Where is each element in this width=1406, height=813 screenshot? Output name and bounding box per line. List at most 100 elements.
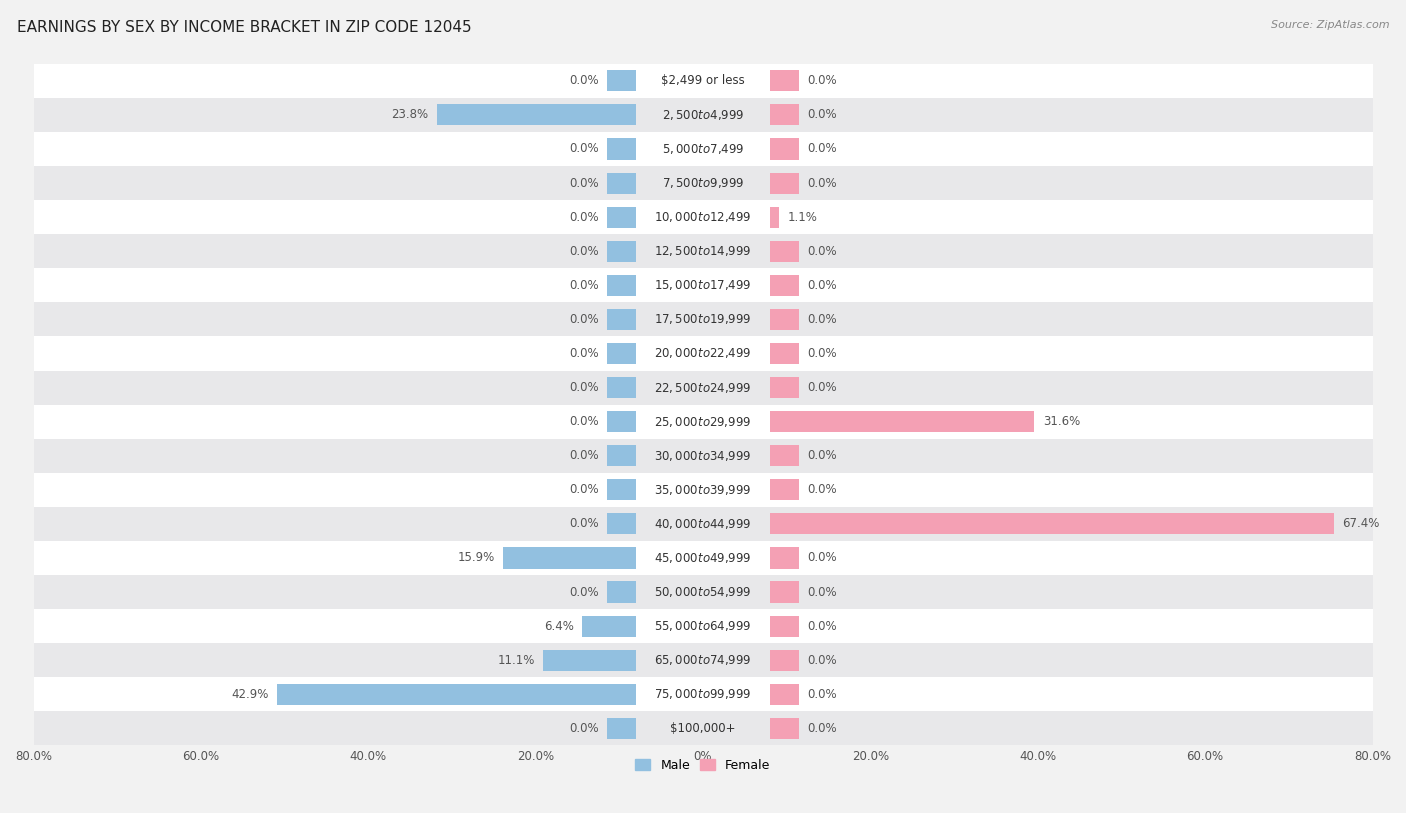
Text: 0.0%: 0.0% <box>807 450 837 463</box>
Bar <box>34 234 1372 268</box>
Text: 31.6%: 31.6% <box>1043 415 1080 428</box>
Text: 0.0%: 0.0% <box>569 381 599 394</box>
Bar <box>607 718 636 739</box>
Text: $50,000 to $54,999: $50,000 to $54,999 <box>654 585 752 599</box>
Bar <box>503 547 636 568</box>
Bar <box>607 581 636 602</box>
Bar <box>34 200 1372 234</box>
Bar <box>607 377 636 398</box>
Bar <box>34 506 1372 541</box>
Text: 0.0%: 0.0% <box>807 279 837 292</box>
Text: 0.0%: 0.0% <box>807 176 837 189</box>
Bar <box>607 138 636 159</box>
Bar <box>34 609 1372 643</box>
Text: 0.0%: 0.0% <box>807 142 837 155</box>
Text: 0.0%: 0.0% <box>569 517 599 530</box>
Text: 0.0%: 0.0% <box>569 313 599 326</box>
Text: Source: ZipAtlas.com: Source: ZipAtlas.com <box>1271 20 1389 30</box>
Bar <box>770 377 799 398</box>
Text: 0.0%: 0.0% <box>807 108 837 121</box>
Bar <box>607 446 636 467</box>
Bar <box>34 98 1372 132</box>
Text: $20,000 to $22,499: $20,000 to $22,499 <box>654 346 752 360</box>
Text: $10,000 to $12,499: $10,000 to $12,499 <box>654 210 752 224</box>
Text: 23.8%: 23.8% <box>391 108 429 121</box>
Bar <box>34 711 1372 746</box>
Text: EARNINGS BY SEX BY INCOME BRACKET IN ZIP CODE 12045: EARNINGS BY SEX BY INCOME BRACKET IN ZIP… <box>17 20 471 35</box>
Bar <box>582 615 636 637</box>
Bar <box>770 479 799 500</box>
Bar <box>770 581 799 602</box>
Bar <box>770 241 799 262</box>
Bar <box>607 172 636 193</box>
Text: $15,000 to $17,499: $15,000 to $17,499 <box>654 278 752 293</box>
Bar <box>34 473 1372 506</box>
Bar <box>770 275 799 296</box>
Text: 0.0%: 0.0% <box>569 176 599 189</box>
Text: 0.0%: 0.0% <box>569 722 599 735</box>
Text: $7,500 to $9,999: $7,500 to $9,999 <box>662 176 744 190</box>
Text: 0.0%: 0.0% <box>807 347 837 360</box>
Text: 0.0%: 0.0% <box>807 585 837 598</box>
Text: $45,000 to $49,999: $45,000 to $49,999 <box>654 551 752 565</box>
Text: $22,500 to $24,999: $22,500 to $24,999 <box>654 380 752 394</box>
Text: $35,000 to $39,999: $35,000 to $39,999 <box>654 483 752 497</box>
Text: $65,000 to $74,999: $65,000 to $74,999 <box>654 653 752 667</box>
Bar <box>607 275 636 296</box>
Text: 0.0%: 0.0% <box>569 483 599 496</box>
Text: $2,499 or less: $2,499 or less <box>661 74 745 87</box>
Text: 0.0%: 0.0% <box>807 722 837 735</box>
Bar <box>607 70 636 91</box>
Bar <box>437 104 636 125</box>
Bar <box>34 643 1372 677</box>
Text: $17,500 to $19,999: $17,500 to $19,999 <box>654 312 752 326</box>
Legend: Male, Female: Male, Female <box>630 754 776 776</box>
Text: 0.0%: 0.0% <box>807 551 837 564</box>
Text: $30,000 to $34,999: $30,000 to $34,999 <box>654 449 752 463</box>
Bar <box>607 411 636 433</box>
Bar <box>770 411 1035 433</box>
Text: 0.0%: 0.0% <box>569 245 599 258</box>
Text: $100,000+: $100,000+ <box>671 722 735 735</box>
Text: $2,500 to $4,999: $2,500 to $4,999 <box>662 108 744 122</box>
Text: 6.4%: 6.4% <box>544 620 574 633</box>
Bar <box>34 132 1372 166</box>
Bar <box>770 650 799 671</box>
Bar <box>770 104 799 125</box>
Text: 42.9%: 42.9% <box>231 688 269 701</box>
Bar <box>770 138 799 159</box>
Bar <box>607 309 636 330</box>
Bar <box>34 575 1372 609</box>
Text: 0.0%: 0.0% <box>569 415 599 428</box>
Bar <box>34 302 1372 337</box>
Bar <box>770 70 799 91</box>
Text: 0.0%: 0.0% <box>569 211 599 224</box>
Text: 67.4%: 67.4% <box>1343 517 1379 530</box>
Bar <box>34 166 1372 200</box>
Bar <box>34 405 1372 439</box>
Bar <box>770 684 799 705</box>
Bar <box>770 309 799 330</box>
Text: 0.0%: 0.0% <box>807 313 837 326</box>
Bar <box>607 207 636 228</box>
Bar <box>34 677 1372 711</box>
Bar <box>277 684 636 705</box>
Text: 0.0%: 0.0% <box>569 279 599 292</box>
Bar <box>34 371 1372 405</box>
Bar <box>770 207 779 228</box>
Bar <box>34 337 1372 371</box>
Text: 0.0%: 0.0% <box>807 620 837 633</box>
Bar <box>770 547 799 568</box>
Bar <box>607 513 636 534</box>
Text: $75,000 to $99,999: $75,000 to $99,999 <box>654 687 752 702</box>
Text: 0.0%: 0.0% <box>807 245 837 258</box>
Text: 0.0%: 0.0% <box>569 142 599 155</box>
Bar <box>34 541 1372 575</box>
Text: $25,000 to $29,999: $25,000 to $29,999 <box>654 415 752 428</box>
Bar <box>770 343 799 364</box>
Text: 0.0%: 0.0% <box>569 347 599 360</box>
Text: 0.0%: 0.0% <box>807 381 837 394</box>
Text: 0.0%: 0.0% <box>569 450 599 463</box>
Text: 0.0%: 0.0% <box>807 654 837 667</box>
Bar <box>770 446 799 467</box>
